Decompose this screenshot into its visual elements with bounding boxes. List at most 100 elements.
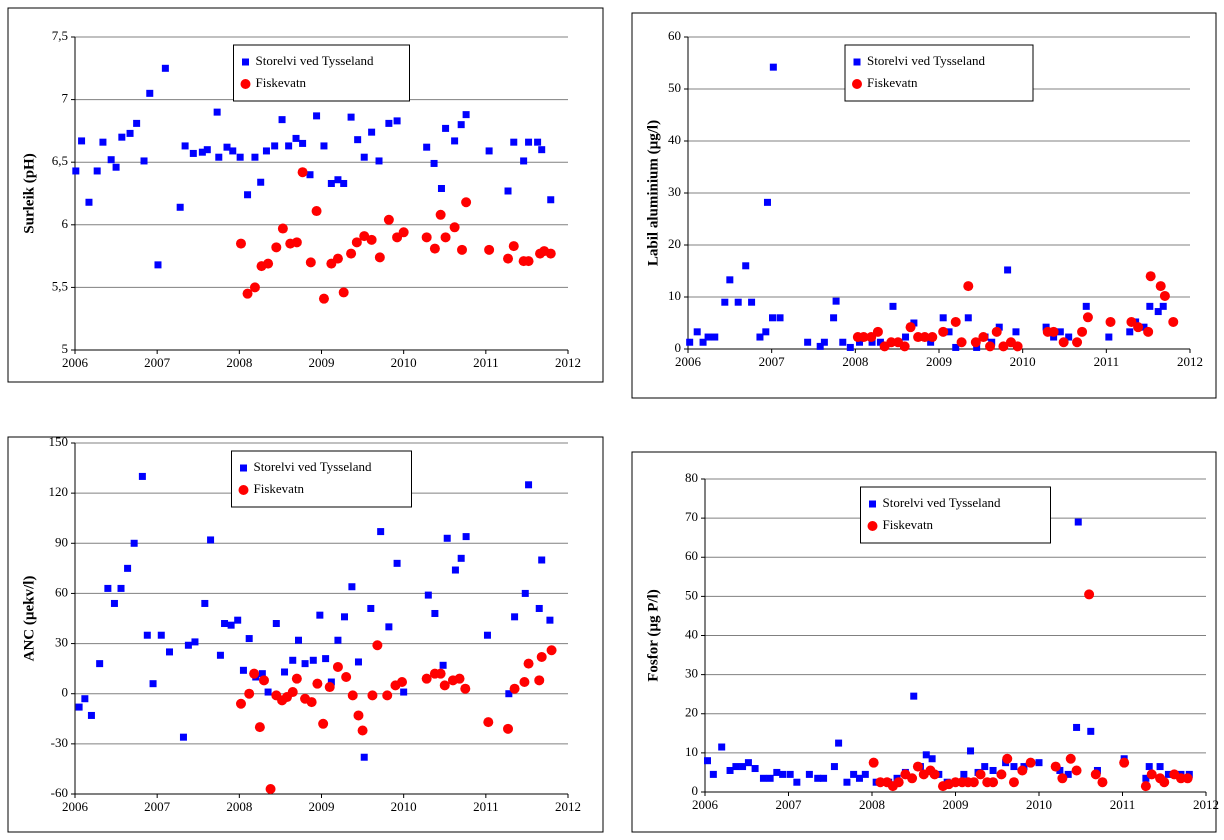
data-point: [1004, 266, 1012, 274]
data-point: [814, 774, 822, 782]
data-point: [367, 604, 375, 612]
y-tick-label: 150: [49, 434, 69, 449]
data-point: [306, 697, 317, 708]
data-point: [820, 338, 828, 346]
data-point: [1159, 302, 1167, 310]
legend-marker: [852, 79, 862, 89]
data-point: [457, 554, 465, 562]
data-point: [981, 763, 989, 771]
data-point: [1145, 271, 1156, 282]
data-point: [1071, 765, 1082, 776]
data-point: [950, 316, 961, 327]
legend-label: Fiskevatn: [883, 517, 934, 532]
x-tick-label: 2007: [776, 797, 803, 812]
x-tick-label: 2010: [1026, 797, 1052, 812]
data-point: [443, 534, 451, 542]
data-point: [546, 645, 557, 656]
chart-panel: -60 -30 0 30 60 90 120 150 2006 2007 2008 2009 2010 2…: [7, 434, 604, 833]
data-point: [244, 688, 255, 699]
data-point: [439, 680, 450, 691]
data-point: [254, 722, 265, 733]
data-point: [354, 136, 362, 144]
data-point: [359, 231, 370, 242]
data-point: [301, 660, 309, 668]
data-point: [739, 763, 747, 771]
data-point: [704, 757, 712, 765]
y-tick-label: 0: [692, 783, 699, 798]
x-tick-label: 2009: [309, 799, 335, 814]
data-point: [759, 774, 767, 782]
y-tick-label: 7: [62, 91, 69, 106]
data-point: [461, 197, 472, 208]
data-point: [265, 783, 276, 794]
data-point: [99, 138, 107, 146]
data-point: [72, 167, 80, 175]
data-point: [779, 770, 787, 778]
x-tick-label: 2008: [226, 799, 252, 814]
data-point: [85, 198, 93, 206]
y-tick-label: 80: [685, 470, 698, 485]
data-point: [375, 157, 383, 165]
legend-label: Fiskevatn: [867, 75, 918, 90]
data-point: [876, 338, 884, 346]
data-point: [357, 725, 368, 736]
data-point: [534, 675, 545, 686]
data-point: [460, 683, 471, 694]
data-point: [437, 184, 445, 192]
data-point: [704, 333, 712, 341]
x-tick-label: 2006: [62, 799, 89, 814]
data-point: [902, 333, 910, 341]
data-point: [442, 124, 450, 132]
y-tick-label: 30: [685, 666, 698, 681]
data-point: [1140, 323, 1148, 331]
data-point: [104, 584, 112, 592]
data-point: [258, 670, 266, 678]
data-point: [322, 655, 330, 663]
x-tick-label: 2010: [1010, 354, 1036, 369]
x-tick-label: 2011: [1094, 354, 1120, 369]
data-point: [1012, 328, 1020, 336]
data-point: [927, 332, 938, 343]
data-point: [964, 314, 972, 322]
data-point: [294, 636, 302, 644]
data-point: [709, 770, 717, 778]
data-point: [87, 711, 95, 719]
data-point: [939, 314, 947, 322]
data-point: [769, 314, 777, 322]
data-point: [945, 328, 953, 336]
data-point: [510, 138, 518, 146]
data-point: [1065, 753, 1076, 764]
data-point: [245, 635, 253, 643]
data-point: [991, 326, 1002, 337]
data-point: [221, 620, 229, 628]
data-point: [1002, 753, 1013, 764]
data-point: [360, 753, 368, 761]
data-point: [1057, 773, 1068, 784]
x-tick-label: 2011: [1110, 797, 1136, 812]
y-tick-label: 60: [55, 584, 68, 599]
data-point: [503, 253, 514, 264]
x-tick-label: 2007: [144, 355, 171, 370]
data-point: [236, 153, 244, 161]
data-point: [244, 191, 252, 199]
data-point: [1077, 326, 1088, 337]
data-point: [1074, 518, 1082, 526]
data-point: [189, 149, 197, 157]
data-point: [382, 690, 393, 701]
data-point: [421, 673, 432, 684]
data-point: [215, 153, 223, 161]
y-tick-label: 6: [62, 216, 69, 231]
data-point: [485, 147, 493, 155]
x-tick-label: 2012: [1177, 354, 1203, 369]
x-tick-label: 2009: [926, 354, 952, 369]
data-point: [519, 677, 530, 688]
legend-box: [844, 44, 1034, 102]
data-point: [868, 757, 879, 768]
data-point: [995, 323, 1003, 331]
legend-box: [231, 450, 412, 508]
data-point: [347, 113, 355, 121]
data-point: [1072, 337, 1083, 348]
data-point: [430, 159, 438, 167]
data-point: [278, 116, 286, 124]
data-point: [1164, 770, 1172, 778]
